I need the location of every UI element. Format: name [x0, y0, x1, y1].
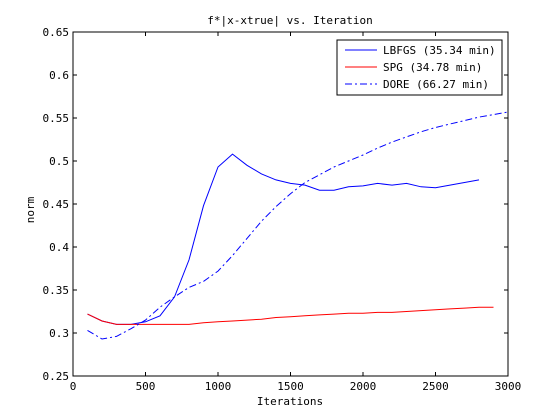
legend-label-2: DORE (66.27 min)	[383, 78, 489, 91]
y-tick-label: 0.4	[49, 241, 69, 254]
x-tick-label: 500	[136, 380, 156, 393]
series-line-2	[87, 111, 509, 340]
series-layer	[87, 111, 509, 340]
series-line-0	[87, 153, 480, 325]
series-line-1	[87, 306, 494, 325]
x-tick-label: 0	[70, 380, 77, 393]
x-axis-label: Iterations	[257, 395, 323, 408]
x-tick-label: 1500	[277, 380, 304, 393]
y-tick-label: 0.65	[43, 26, 70, 39]
x-tick-label: 2000	[350, 380, 377, 393]
legend: LBFGS (35.34 min) SPG (34.78 min) DORE (66…	[336, 39, 503, 96]
x-tick-label: 2500	[422, 380, 449, 393]
y-tick-label: 0.35	[43, 284, 70, 297]
y-tick-label: 0.45	[43, 198, 70, 211]
y-tick-label: 0.5	[49, 155, 69, 168]
y-tick-label: 0.25	[43, 370, 70, 383]
legend-label-0: LBFGS (35.34 min)	[383, 44, 496, 57]
y-tick-label: 0.3	[49, 327, 69, 340]
axis-ticks: 0 500 1000 1500 2000 2500 3000 0.25 0.3 0.35 0.4 0.…	[43, 26, 522, 393]
y-axis-label: norm	[24, 196, 37, 223]
x-tick-label: 3000	[495, 380, 522, 393]
legend-label-1: SPG (34.78 min)	[383, 61, 482, 74]
y-tick-label: 0.6	[49, 69, 69, 82]
y-tick-label: 0.55	[43, 112, 70, 125]
chart-title: f*|x-xtrue| vs. Iteration	[207, 14, 373, 27]
x-tick-label: 1000	[205, 380, 232, 393]
